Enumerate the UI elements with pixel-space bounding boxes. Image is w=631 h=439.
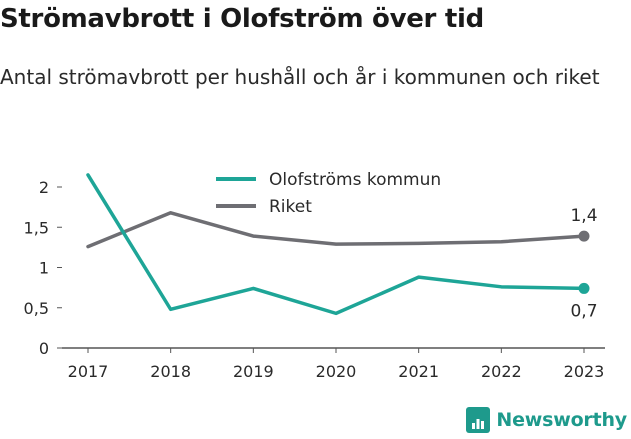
- x-tick-label: 2018: [150, 362, 191, 381]
- x-tick-label: 2019: [233, 362, 274, 381]
- chart-subtitle: Antal strömavbrott per hushåll och år i …: [0, 65, 600, 89]
- legend-label: Riket: [269, 197, 312, 217]
- y-tick-label: 0: [39, 339, 49, 358]
- brand-name: Newsworthy: [496, 409, 627, 431]
- x-tick-label: 2017: [68, 362, 109, 381]
- end-value-label: 0,7: [570, 301, 597, 321]
- legend-label: Olofströms kommun: [269, 170, 441, 190]
- series-end-point-olofstrom: [578, 282, 590, 294]
- x-tick-label: 2022: [481, 362, 522, 381]
- bar-chart-icon: [466, 407, 491, 433]
- x-tick-label: 2023: [564, 362, 605, 381]
- y-tick-label: 1,5: [24, 218, 49, 237]
- series-line-olofstrom: [86, 173, 586, 316]
- chart-title: Strömavbrott i Olofström över tid: [0, 4, 484, 34]
- y-tick-label: 2: [39, 178, 49, 197]
- series-end-point-riket: [578, 230, 590, 242]
- end-value-label: 1,4: [570, 206, 597, 226]
- y-tick-label: 0,5: [24, 299, 49, 318]
- x-tick-label: 2021: [398, 362, 439, 381]
- newsworthy-logo: Newsworthy: [466, 407, 627, 433]
- series-line-riket: [86, 211, 586, 249]
- x-tick-label: 2020: [316, 362, 357, 381]
- y-tick-label: 1: [39, 259, 49, 278]
